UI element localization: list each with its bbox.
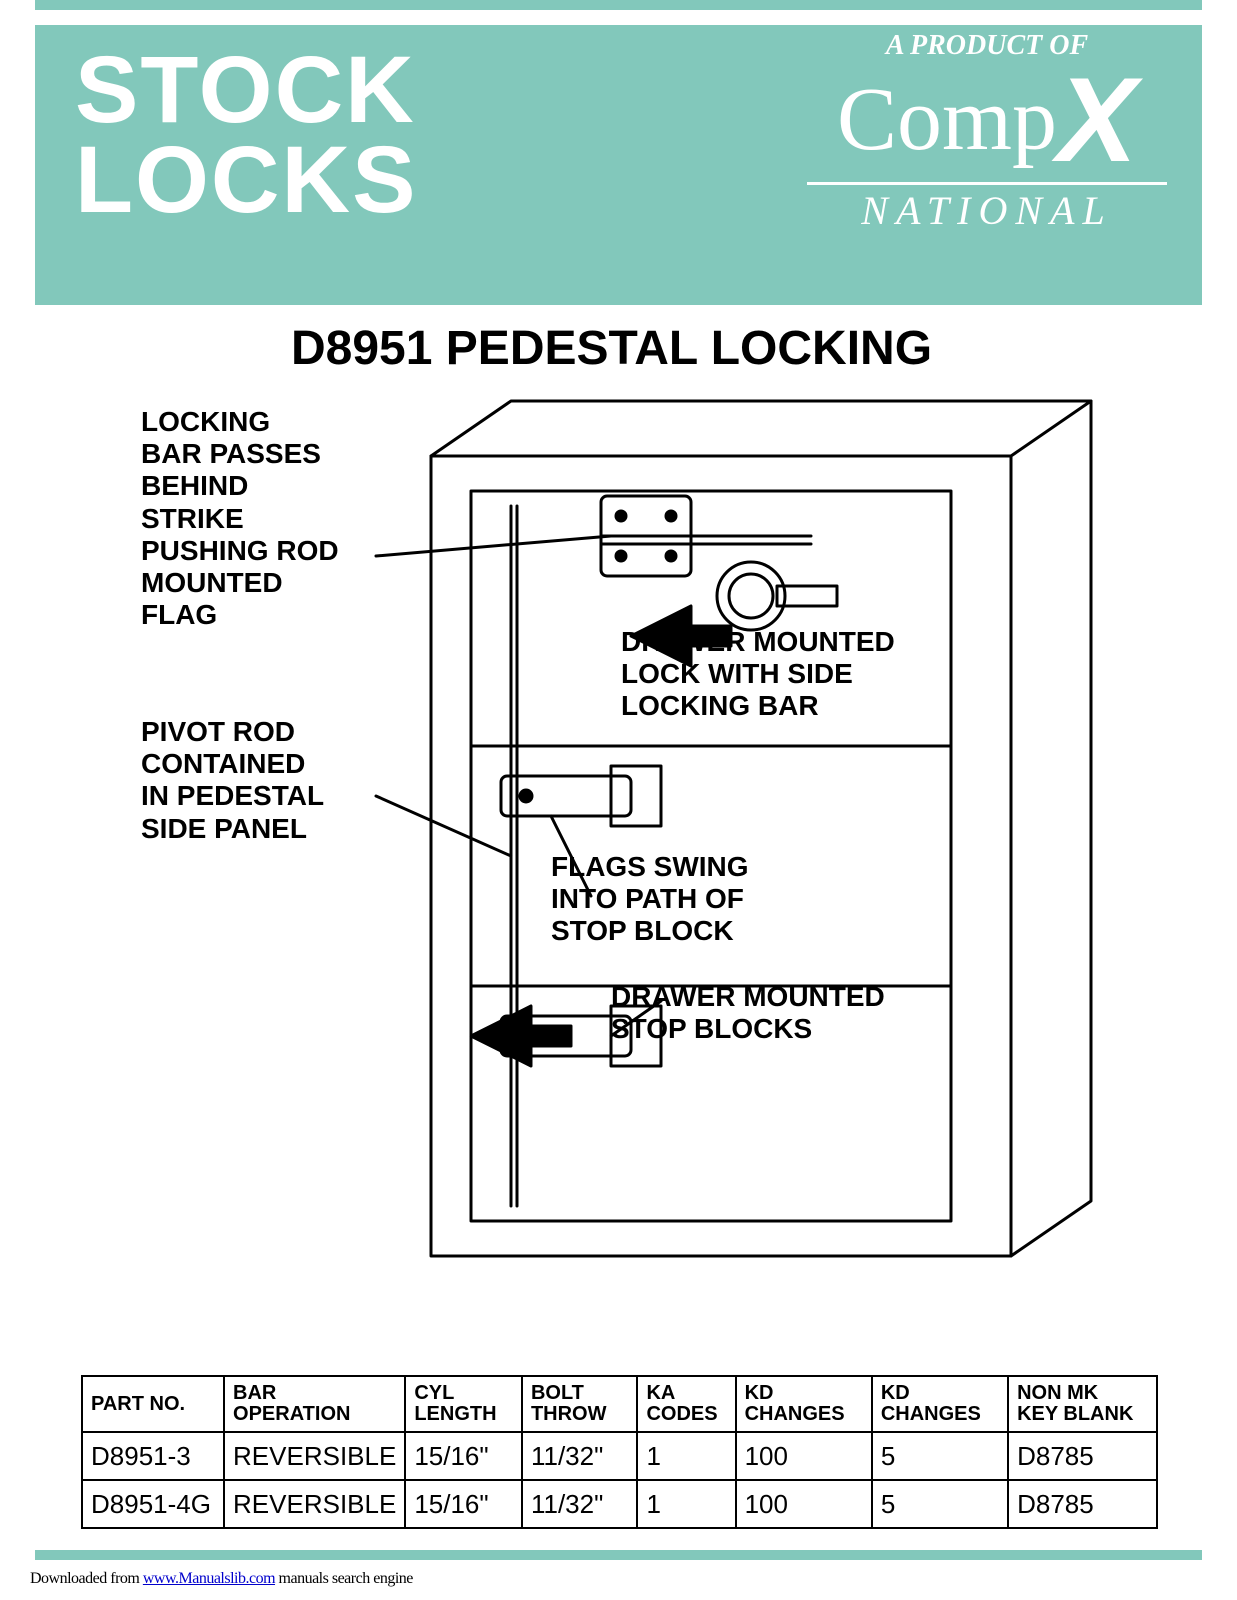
table-body: D8951-3REVERSIBLE15/16"11/32"11005D8785D…: [82, 1432, 1157, 1528]
table-header-cell: BOLTTHROW: [522, 1376, 637, 1432]
brand-x: X: [1057, 66, 1137, 174]
callout-pivot-rod: PIVOT ROD CONTAINED IN PEDESTAL SIDE PAN…: [141, 716, 324, 845]
footer-prefix: Downloaded from: [30, 1570, 143, 1587]
table-cell: 1: [637, 1480, 735, 1528]
page-title: D8951 PEDESTAL LOCKING: [291, 321, 932, 376]
compx-logo: CompX: [807, 66, 1167, 174]
logo-line1: STOCK: [75, 45, 418, 135]
header-right: A PRODUCT OF CompX NATIONAL: [807, 30, 1167, 234]
callout-stop-blocks: DRAWER MOUNTED STOP BLOCKS: [611, 981, 885, 1045]
table-header-row: PART NO.BAROPERATIONCYLLENGTHBOLTTHROWKA…: [82, 1376, 1157, 1432]
callout-locking-bar: LOCKING BAR PASSES BEHIND STRIKE PUSHING…: [141, 406, 339, 631]
table-cell: 100: [736, 1480, 872, 1528]
table-cell: D8785: [1008, 1432, 1157, 1480]
table-cell: 15/16": [405, 1480, 522, 1528]
table-header-cell: KDCHANGES: [736, 1376, 872, 1432]
footer-suffix: manuals search engine: [275, 1570, 413, 1587]
table-header-cell: PART NO.: [82, 1376, 224, 1432]
table-cell: 100: [736, 1432, 872, 1480]
table-cell: 15/16": [405, 1432, 522, 1480]
table-cell: D8951-3: [82, 1432, 224, 1480]
table-cell: D8951-4G: [82, 1480, 224, 1528]
brand-comp: Comp: [837, 70, 1057, 169]
table-cell: 5: [872, 1480, 1008, 1528]
national-label: NATIONAL: [807, 187, 1167, 234]
callout-flags-swing: FLAGS SWING INTO PATH OF STOP BLOCK: [551, 851, 749, 948]
table-cell: 11/32": [522, 1480, 637, 1528]
table-cell: 1: [637, 1432, 735, 1480]
stocklocks-logo: STOCK LOCKS: [75, 45, 418, 226]
logo-line2: LOCKS: [75, 135, 418, 225]
table-cell: REVERSIBLE: [224, 1432, 405, 1480]
table-header-cell: KDCHANGES: [872, 1376, 1008, 1432]
callout-drawer-lock: DRAWER MOUNTED LOCK WITH SIDE LOCKING BA…: [621, 626, 895, 723]
table-row: D8951-3REVERSIBLE15/16"11/32"11005D8785: [82, 1432, 1157, 1480]
content-panel: D8951 PEDESTAL LOCKING: [80, 320, 1157, 1530]
footer: Downloaded from www.Manualslib.com manua…: [30, 1570, 413, 1588]
table-header-cell: KACODES: [637, 1376, 735, 1432]
table-row: D8951-4GREVERSIBLE15/16"11/32"11005D8785: [82, 1480, 1157, 1528]
table-header-cell: BAROPERATION: [224, 1376, 405, 1432]
table-cell: REVERSIBLE: [224, 1480, 405, 1528]
table-cell: D8785: [1008, 1480, 1157, 1528]
table-cell: 5: [872, 1432, 1008, 1480]
table-header-cell: CYLLENGTH: [405, 1376, 522, 1432]
table-header-cell: NON MKKEY BLANK: [1008, 1376, 1157, 1432]
spec-table: PART NO.BAROPERATIONCYLLENGTHBOLTTHROWKA…: [81, 1375, 1158, 1529]
table-cell: 11/32": [522, 1432, 637, 1480]
footer-link[interactable]: www.Manualslib.com: [143, 1570, 275, 1587]
